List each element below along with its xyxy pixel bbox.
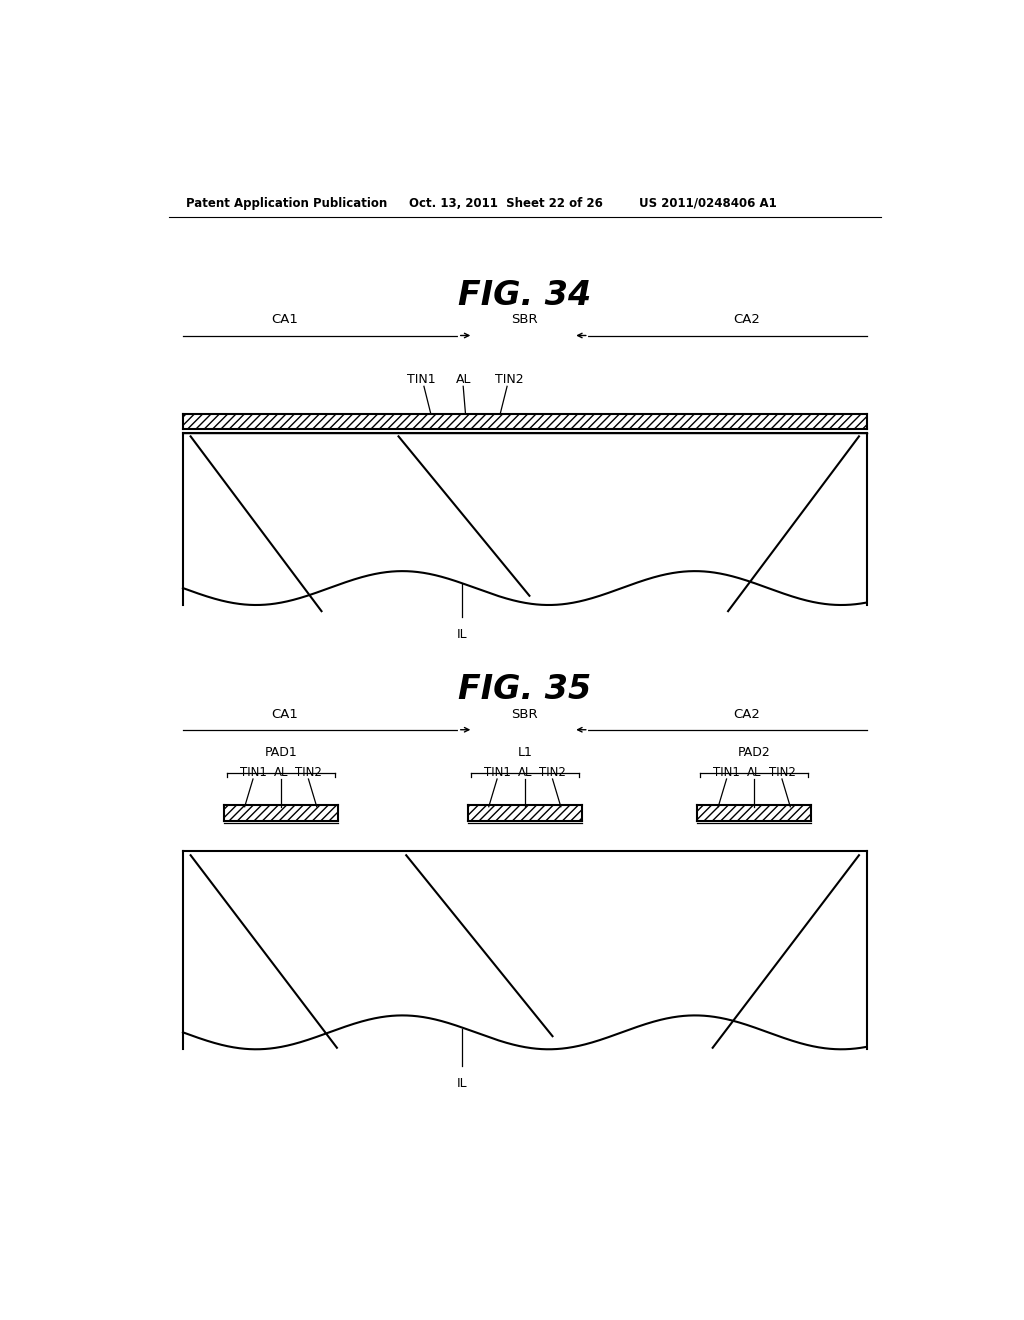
Text: TIN1: TIN1 bbox=[408, 374, 436, 387]
Bar bbox=[183, 414, 866, 429]
Text: FIG. 35: FIG. 35 bbox=[458, 673, 592, 706]
Bar bbox=[468, 805, 582, 821]
Text: TIN1: TIN1 bbox=[483, 766, 511, 779]
Text: SBR: SBR bbox=[511, 708, 539, 721]
Text: PAD2: PAD2 bbox=[738, 746, 771, 759]
Text: TIN2: TIN2 bbox=[539, 766, 566, 779]
Text: FIG. 34: FIG. 34 bbox=[458, 279, 592, 312]
Text: AL: AL bbox=[517, 766, 532, 779]
Text: TIN2: TIN2 bbox=[295, 766, 322, 779]
Bar bbox=[697, 805, 811, 821]
Text: CA1: CA1 bbox=[271, 313, 298, 326]
Text: IL: IL bbox=[457, 1077, 467, 1090]
Text: US 2011/0248406 A1: US 2011/0248406 A1 bbox=[639, 197, 776, 210]
Text: AL: AL bbox=[748, 766, 762, 779]
Text: SBR: SBR bbox=[511, 313, 539, 326]
Text: CA2: CA2 bbox=[733, 313, 760, 326]
Text: AL: AL bbox=[273, 766, 288, 779]
Text: Oct. 13, 2011  Sheet 22 of 26: Oct. 13, 2011 Sheet 22 of 26 bbox=[410, 197, 603, 210]
Text: CA1: CA1 bbox=[271, 708, 298, 721]
Text: TIN2: TIN2 bbox=[495, 374, 523, 387]
Bar bbox=[223, 805, 338, 821]
Text: CA2: CA2 bbox=[733, 708, 760, 721]
Text: IL: IL bbox=[457, 628, 467, 642]
Text: AL: AL bbox=[456, 374, 471, 387]
Text: L1: L1 bbox=[517, 746, 532, 759]
Text: PAD1: PAD1 bbox=[264, 746, 297, 759]
Text: Patent Application Publication: Patent Application Publication bbox=[186, 197, 387, 210]
Text: TIN1: TIN1 bbox=[713, 766, 740, 779]
Text: TIN2: TIN2 bbox=[769, 766, 796, 779]
Text: TIN1: TIN1 bbox=[240, 766, 266, 779]
